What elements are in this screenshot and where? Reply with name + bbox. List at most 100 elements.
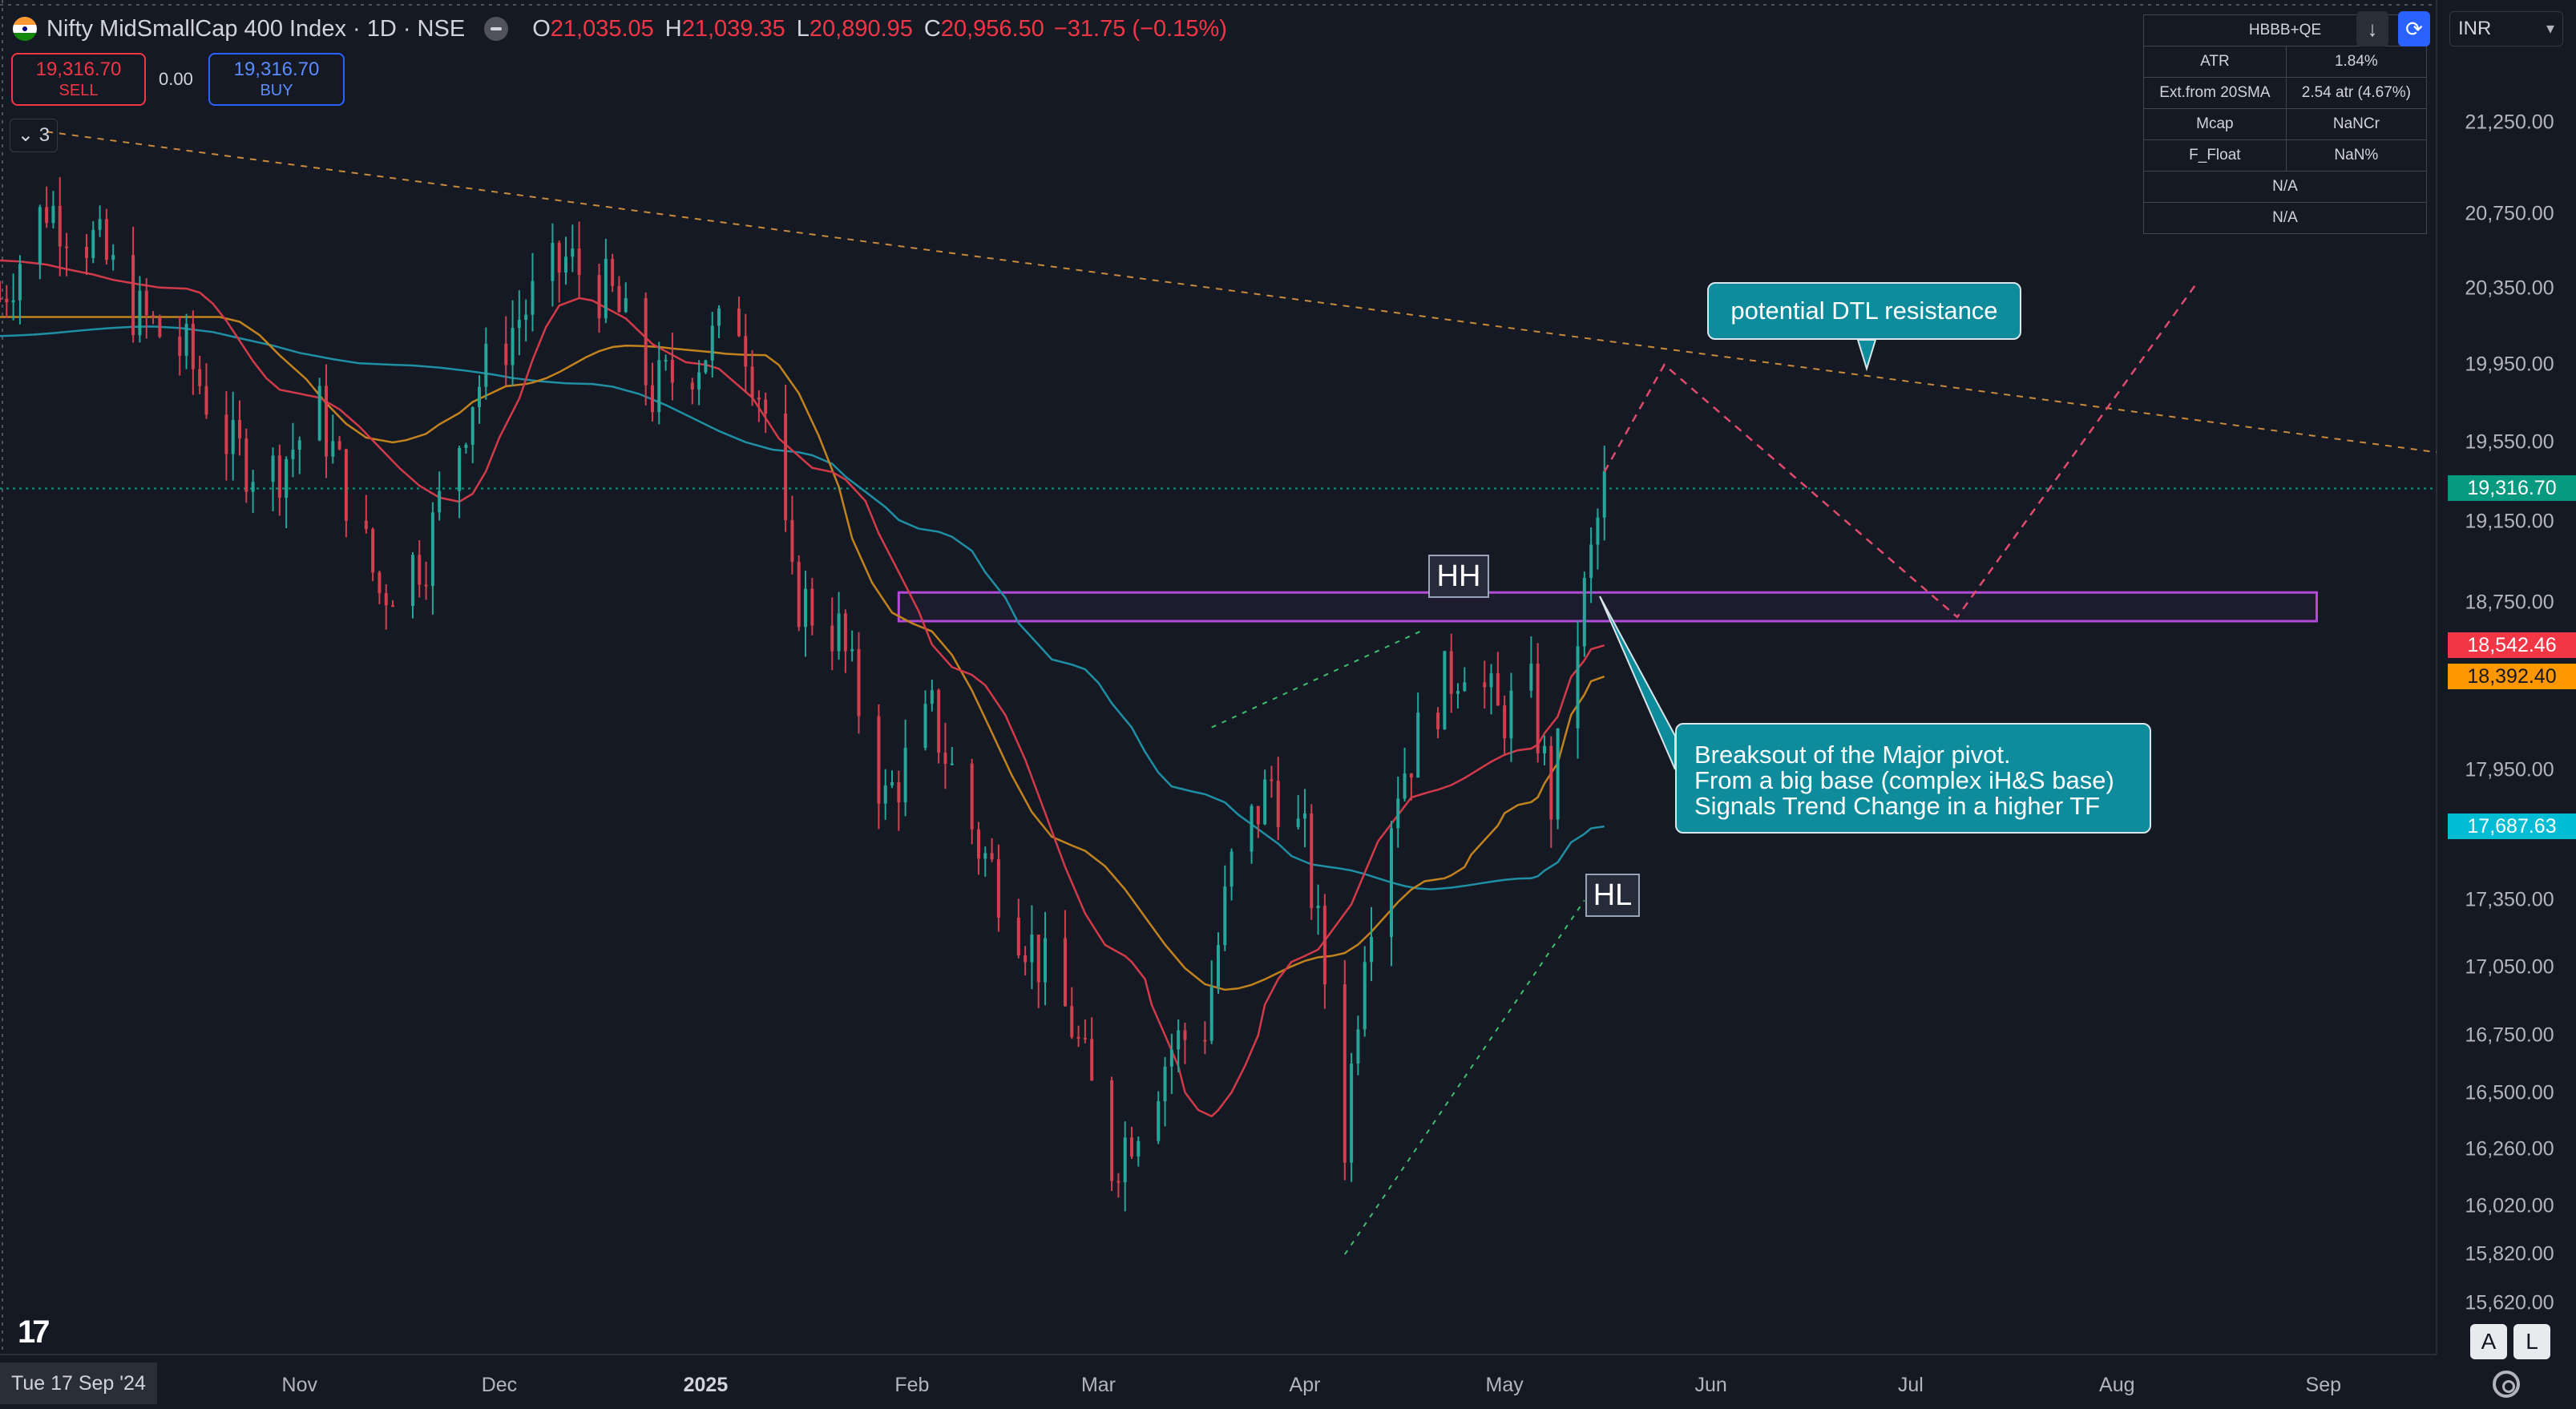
info-na: N/A bbox=[2143, 171, 2427, 203]
candle-body bbox=[1270, 779, 1274, 781]
candle-body bbox=[1177, 1030, 1181, 1050]
close-value: 20,956.50 bbox=[940, 15, 1044, 42]
candle-body bbox=[1209, 987, 1213, 1041]
candle-body bbox=[1137, 1141, 1141, 1157]
candle-body bbox=[1556, 728, 1560, 820]
candle-body bbox=[1576, 646, 1580, 729]
candle-body bbox=[850, 648, 854, 652]
candle-body bbox=[1396, 798, 1400, 829]
candle-body bbox=[1296, 818, 1300, 827]
candle-body bbox=[644, 297, 648, 386]
candle-body bbox=[1322, 906, 1326, 985]
candle-body bbox=[324, 386, 328, 457]
candle-body bbox=[1436, 713, 1440, 729]
price-tick-label: 18,750.00 bbox=[2465, 591, 2554, 614]
candle-body bbox=[0, 297, 2, 300]
candle-body bbox=[1496, 673, 1500, 706]
candle-body bbox=[710, 325, 714, 361]
candle-body bbox=[1363, 962, 1367, 1030]
candle-body bbox=[1409, 773, 1413, 778]
sell-button[interactable]: 19,316.70 SELL bbox=[11, 53, 146, 106]
candle-body bbox=[930, 690, 934, 704]
candle-body bbox=[1582, 578, 1586, 647]
candle-body bbox=[251, 482, 255, 492]
candle-body bbox=[285, 458, 289, 498]
candle-body bbox=[1529, 664, 1533, 691]
hh-label[interactable]: HH bbox=[1428, 555, 1489, 598]
info-value: 2.54 atr (4.67%) bbox=[2285, 77, 2428, 109]
candle-body bbox=[91, 229, 95, 258]
candle-body bbox=[1356, 1029, 1360, 1064]
sell-label: SELL bbox=[59, 82, 99, 99]
candle-body bbox=[604, 259, 608, 319]
info-key: Ext.from 20SMA bbox=[2143, 77, 2287, 109]
high-value: 21,039.35 bbox=[681, 15, 785, 42]
candle-body bbox=[424, 584, 428, 587]
candle-body bbox=[184, 324, 188, 356]
info-na: N/A bbox=[2143, 202, 2427, 234]
candle-body bbox=[58, 205, 62, 247]
candle-body bbox=[1549, 745, 1553, 820]
hide-icon[interactable] bbox=[484, 17, 509, 41]
low-value: 20,890.95 bbox=[809, 15, 913, 42]
candle-body bbox=[923, 704, 927, 749]
hl-label[interactable]: HL bbox=[1585, 874, 1640, 917]
info-table: HBBB+QE ATR 1.84% Ext.from 20SMA 2.54 atr … bbox=[2143, 14, 2428, 234]
candle-body bbox=[1123, 1137, 1127, 1183]
candle-body bbox=[5, 298, 9, 303]
time-tick-label: Sep bbox=[2305, 1374, 2342, 1396]
tradingview-logo[interactable]: 17 bbox=[18, 1314, 50, 1350]
candle-body bbox=[1090, 1039, 1094, 1081]
candle-body bbox=[1250, 805, 1254, 852]
candle-body bbox=[1302, 813, 1306, 819]
gear-icon[interactable] bbox=[2493, 1371, 2520, 1398]
auto-scale-button[interactable]: A bbox=[2470, 1324, 2507, 1359]
candle-body bbox=[484, 343, 488, 387]
candle-body bbox=[1389, 828, 1393, 938]
candle-body bbox=[611, 259, 615, 286]
dtl-callout[interactable]: potential DTL resistance bbox=[1707, 282, 2021, 340]
candle-body bbox=[138, 290, 142, 336]
candle-body bbox=[111, 255, 115, 260]
candle-body bbox=[564, 256, 568, 273]
time-tick-label: Mar bbox=[1080, 1374, 1116, 1396]
arrow-down-icon[interactable]: ↓ bbox=[2356, 11, 2388, 46]
symbol-title[interactable]: Nifty MidSmallCap 400 Index · 1D · NSE bbox=[46, 15, 466, 42]
candle-body bbox=[690, 382, 694, 390]
breakout-callout[interactable]: Breaksout of the Major pivot. From a big… bbox=[1675, 723, 2151, 834]
currency-select[interactable]: INR bbox=[2449, 11, 2563, 46]
time-tick-label: Nov bbox=[281, 1374, 317, 1396]
candle-body bbox=[903, 748, 907, 803]
sma-slow-line bbox=[0, 325, 1605, 890]
info-key: F_Float bbox=[2143, 139, 2287, 172]
candle-body bbox=[704, 360, 708, 373]
candle-body bbox=[577, 248, 581, 276]
candle-body bbox=[830, 625, 834, 652]
candle-body bbox=[430, 512, 434, 587]
candle-body bbox=[1036, 935, 1040, 983]
candle-body bbox=[464, 444, 468, 448]
indicators-toggle[interactable]: ⌄ 3 bbox=[10, 119, 58, 152]
price-tick-label: 16,260.00 bbox=[2465, 1137, 2554, 1161]
sell-price: 19,316.70 bbox=[35, 59, 122, 80]
candle-body bbox=[45, 207, 49, 224]
candle-body bbox=[158, 317, 162, 337]
log-scale-button[interactable]: L bbox=[2513, 1324, 2550, 1359]
candle-body bbox=[131, 255, 135, 336]
time-tick-label: Feb bbox=[894, 1374, 930, 1396]
candle-body bbox=[271, 455, 275, 482]
candle-body bbox=[976, 829, 980, 859]
sync-icon[interactable]: ⟳ bbox=[2398, 11, 2430, 46]
sma-mid-line bbox=[0, 316, 1605, 991]
buy-button[interactable]: 19,316.70 BUY bbox=[208, 53, 345, 106]
projection-path bbox=[1603, 282, 2198, 619]
candle-body bbox=[837, 613, 841, 652]
candle-body bbox=[238, 420, 242, 439]
candle-body bbox=[1016, 917, 1020, 955]
price-tick-label: 20,750.00 bbox=[2465, 202, 2554, 225]
candle-body bbox=[1489, 673, 1493, 688]
candle-body bbox=[657, 360, 661, 413]
candle-body bbox=[810, 588, 814, 626]
candle-body bbox=[504, 343, 508, 365]
